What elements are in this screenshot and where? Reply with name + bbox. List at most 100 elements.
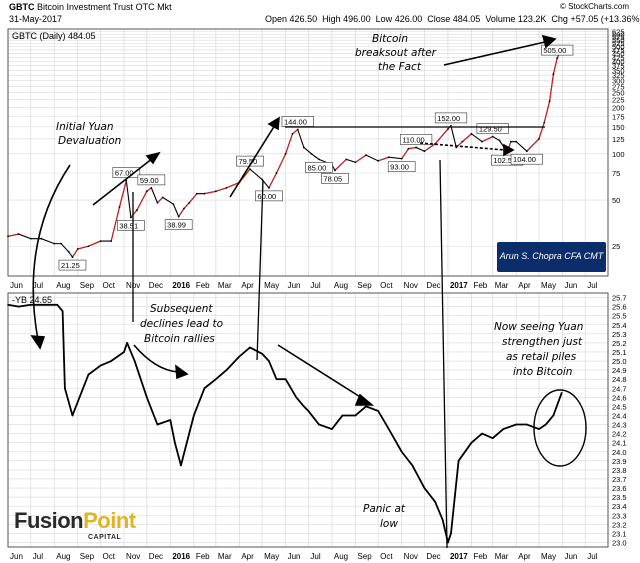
stockcharts-credit: © StockCharts.com <box>560 2 630 11</box>
gbtc-x-tick-label: May <box>264 281 279 290</box>
gbtc-point <box>296 128 299 131</box>
yuan-point <box>17 305 20 308</box>
yuan-x-tick-label: 2016 <box>172 552 190 561</box>
gbtc-x-tick-label: Oct <box>103 281 116 290</box>
gbtc-value-label: 67.00 <box>115 169 134 178</box>
yuan-x-tick-label: Aug <box>334 552 348 561</box>
gbtc-value-label: 59.00 <box>140 176 159 185</box>
gbtc-point <box>400 157 403 160</box>
gbtc-point <box>177 215 180 218</box>
yuan-point <box>377 410 379 412</box>
gbtc-x-tick-label: Dec <box>426 281 440 290</box>
gbtc-y-tick-label: 225 <box>612 96 625 105</box>
gbtc-value-label: 104.00 <box>513 155 536 164</box>
gbtc-point <box>447 128 449 130</box>
yuan-x-tick-label: May <box>264 552 279 561</box>
gbtc-price-line <box>7 48 563 259</box>
yuan-x-tick-label: Jul <box>310 552 320 561</box>
gbtc-up-segment <box>285 133 293 154</box>
gbtc-value-label: 78.05 <box>323 174 342 183</box>
yuan-y-tick-label: 23.8 <box>612 466 627 475</box>
fusion-point-logo: FusionPoint CAPITAL <box>14 508 136 541</box>
gbtc-x-tick-label: Aug <box>56 281 70 290</box>
gbtc-point <box>172 203 175 206</box>
gbtc-point <box>291 132 294 135</box>
gbtc-x-tick-label: Oct <box>380 281 393 290</box>
gbtc-value-label: 21.25 <box>61 261 80 270</box>
gbtc-y-tick-label: 400 <box>612 57 625 66</box>
author-text: Arun S. Chopra CFA CMT <box>499 251 604 261</box>
yuan-point <box>441 518 444 521</box>
gbtc-point <box>470 132 473 135</box>
gbtc-x-tick-label: Mar <box>218 281 232 290</box>
gbtc-point <box>510 140 512 143</box>
yuan-point <box>40 303 43 306</box>
yuan-point <box>225 369 228 371</box>
annot-subseq-2: declines lead to <box>140 318 223 330</box>
yuan-point <box>331 428 333 430</box>
yuan-x-tick-label: Sep <box>80 552 95 561</box>
gbtc-point <box>515 140 518 143</box>
yuan-point <box>56 303 59 306</box>
gbtc-up-segment <box>424 143 436 152</box>
gbtc-x-tick-label: Aug <box>334 281 348 290</box>
yuan-legend: -YB 24.65 <box>12 295 53 305</box>
yuan-point <box>180 464 182 467</box>
yuan-point <box>261 352 263 355</box>
gbtc-value-label-box <box>164 219 193 230</box>
gbtc-value-label-box <box>399 134 433 145</box>
gbtc-value-label-box <box>58 259 87 271</box>
gbtc-value-label-box <box>255 190 283 202</box>
gbtc-y-tick-label: 25 <box>612 242 620 251</box>
gbtc-x-tick-label: Jul <box>587 281 597 290</box>
yuan-point <box>560 391 563 394</box>
low-label: Low <box>375 14 393 24</box>
gbtc-value-label: 129.50 <box>479 125 502 134</box>
gbtc-up-segment <box>355 154 367 163</box>
gbtc-point <box>387 156 390 159</box>
gbtc-up-segment <box>157 197 164 204</box>
annot-panic-1: Panic at <box>363 503 406 515</box>
yuan-point <box>341 414 344 417</box>
yuan-point <box>249 346 251 349</box>
gbtc-point <box>310 152 313 155</box>
yuan-point <box>526 423 528 426</box>
yuan-y-tick-label: 24.8 <box>612 375 627 384</box>
yuan-y-tick-label: 24.6 <box>612 393 627 402</box>
gbtc-point <box>249 168 251 171</box>
gbtc-x-tick-label: Nov <box>404 281 418 290</box>
gbtc-point <box>110 240 113 243</box>
yuan-y-tick-label: 23.0 <box>612 538 627 547</box>
annot-bitcoin-1: Bitcoin <box>372 33 408 45</box>
yuan-x-tick-label: Apr <box>241 552 254 561</box>
yuan-point <box>538 428 540 430</box>
gbtc-value-label-box <box>387 161 416 172</box>
yuan-x-tick-label: Jul <box>587 552 597 561</box>
gbtc-value-label: 505.00 <box>543 46 566 55</box>
gbtc-x-tick-label: Jul <box>310 281 320 290</box>
gbtc-up-segment <box>130 209 138 218</box>
exchange-name: OTC Mkt <box>135 2 172 12</box>
gbtc-value-label-box <box>117 220 145 231</box>
gbtc-x-tick-label: Jul <box>33 281 43 290</box>
annotation-arrows <box>30 34 557 549</box>
gbtc-series <box>7 47 563 259</box>
gbtc-y-tick-label: 75 <box>612 169 620 178</box>
gbtc-point <box>354 161 357 164</box>
logo-capital: CAPITAL <box>88 534 122 541</box>
gbtc-point <box>156 201 159 204</box>
yuan-point <box>193 414 195 417</box>
yuan-point <box>29 303 32 306</box>
annot-subseq-3: Bitcoin rallies <box>144 333 215 345</box>
gbtc-point <box>129 216 132 219</box>
gbtc-point <box>548 100 551 103</box>
gbtc-up-segment <box>549 74 554 102</box>
gbtc-y-tick-label: 125 <box>612 135 625 144</box>
yuan-point <box>515 423 518 426</box>
gbtc-x-tick-label: Apr <box>518 281 531 290</box>
logo-word-point: Point <box>83 508 136 533</box>
annot-initial-1: Initial Yuan <box>56 121 114 133</box>
yuan-y-tick-label: 23.3 <box>612 511 627 520</box>
yuan-point <box>387 428 390 430</box>
gbtc-up-segment <box>136 191 148 211</box>
